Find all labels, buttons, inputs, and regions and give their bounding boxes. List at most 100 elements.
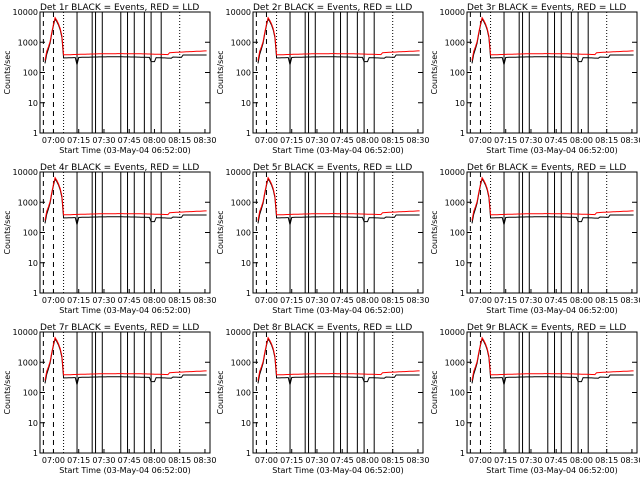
x-tick-label: 08:15 [595, 456, 618, 465]
x-tick-label: 08:30 [406, 136, 429, 145]
x-tick-label: 07:30 [519, 456, 542, 465]
chart-title: Det 5r BLACK = Events, RED = LLD [253, 163, 412, 173]
x-tick-label: 07:45 [118, 136, 141, 145]
x-tick-label: 08:15 [168, 456, 191, 465]
x-tick-label: 08:30 [406, 296, 429, 305]
x-tick-label: 07:30 [92, 136, 115, 145]
y-tick-label: 1 [460, 289, 465, 298]
x-tick-label: 08:00 [570, 296, 593, 305]
y-tick-label: 1000 [231, 198, 251, 207]
y-tick-label: 10000 [13, 328, 38, 337]
x-tick-label: 07:30 [92, 456, 115, 465]
x-tick-label: 08:00 [570, 456, 593, 465]
y-tick-label: 10000 [13, 168, 38, 177]
x-tick-label: 07:45 [545, 296, 568, 305]
y-axis-label: Counts/sec [430, 50, 439, 94]
chart-title: Det 4r BLACK = Events, RED = LLD [40, 163, 199, 173]
x-tick-label: 07:15 [280, 296, 303, 305]
chart-title: Det 6r BLACK = Events, RED = LLD [467, 163, 626, 173]
y-tick-label: 1 [460, 129, 465, 138]
series-line-red [471, 336, 634, 381]
x-tick-label: 07:15 [280, 456, 303, 465]
x-axis-label: Start Time (03-May-04 06:52:00) [272, 466, 403, 475]
y-tick-label: 10 [455, 259, 465, 268]
y-axis-label: Counts/sec [216, 210, 225, 254]
y-axis-label: Counts/sec [3, 370, 12, 414]
chart-title: Det 7r BLACK = Events, RED = LLD [40, 323, 199, 333]
plot-frame [466, 331, 638, 454]
series-line-black [257, 17, 420, 65]
x-tick-label: 07:45 [545, 136, 568, 145]
x-tick-label: 08:15 [381, 136, 404, 145]
x-tick-label: 08:00 [356, 136, 379, 145]
chart-panel-4: Det 4r BLACK = Events, RED = LLD 1 10 100 10… [3, 163, 216, 315]
x-tick-label: 07:15 [494, 136, 517, 145]
y-tick-label: 100 [236, 389, 251, 398]
y-tick-label: 100 [450, 229, 465, 238]
x-tick-label: 08:15 [381, 296, 404, 305]
chart-title: Det 2r BLACK = Events, RED = LLD [253, 3, 412, 13]
y-axis-label: Counts/sec [216, 50, 225, 94]
x-tick-label: 07:00 [42, 136, 65, 145]
series-line-black [471, 17, 634, 65]
y-tick-label: 10 [241, 99, 251, 108]
series-line-black [257, 337, 420, 385]
x-axis-label: Start Time (03-May-04 06:52:00) [486, 306, 617, 315]
chart-panel-1: Det 1r BLACK = Events, RED = LLD 1 10 100 10… [3, 3, 216, 155]
y-axis-label: Counts/sec [216, 370, 225, 414]
x-tick-label: 08:30 [620, 456, 640, 465]
y-tick-label: 10000 [226, 328, 251, 337]
y-tick-label: 10 [28, 99, 38, 108]
x-axis-label: Start Time (03-May-04 06:52:00) [486, 466, 617, 475]
y-tick-label: 1000 [18, 198, 38, 207]
plot-frame [252, 331, 424, 454]
chart-title: Det 3r BLACK = Events, RED = LLD [467, 3, 626, 13]
y-tick-label: 10000 [440, 328, 465, 337]
y-tick-label: 10 [241, 259, 251, 268]
y-tick-label: 1000 [445, 198, 465, 207]
y-tick-label: 1000 [231, 358, 251, 367]
x-tick-label: 07:00 [469, 136, 492, 145]
y-tick-label: 10000 [226, 168, 251, 177]
y-tick-label: 1 [246, 129, 251, 138]
chart-panel-3: Det 3r BLACK = Events, RED = LLD 1 10 100 10… [430, 3, 640, 155]
x-tick-label: 08:30 [406, 456, 429, 465]
y-tick-label: 100 [23, 389, 38, 398]
series-line-red [257, 336, 420, 381]
series-line-red [44, 16, 207, 61]
y-tick-label: 1000 [18, 38, 38, 47]
x-axis-label: Start Time (03-May-04 06:52:00) [59, 466, 190, 475]
x-tick-label: 08:15 [381, 456, 404, 465]
x-tick-label: 08:00 [356, 456, 379, 465]
series-line-black [471, 177, 634, 225]
x-tick-label: 08:15 [168, 136, 191, 145]
x-tick-label: 08:30 [193, 296, 216, 305]
y-tick-label: 1 [246, 449, 251, 458]
y-tick-label: 10000 [440, 8, 465, 17]
y-tick-label: 1 [33, 289, 38, 298]
y-tick-label: 1000 [445, 38, 465, 47]
x-axis-label: Start Time (03-May-04 06:52:00) [272, 306, 403, 315]
plot-frame [252, 11, 424, 134]
y-tick-label: 1 [33, 449, 38, 458]
x-tick-label: 07:30 [305, 136, 328, 145]
x-tick-label: 07:45 [331, 136, 354, 145]
y-tick-label: 1 [33, 129, 38, 138]
x-tick-label: 07:00 [469, 296, 492, 305]
x-tick-label: 07:15 [67, 296, 90, 305]
plot-frame [466, 11, 638, 134]
x-tick-label: 07:30 [305, 456, 328, 465]
x-tick-label: 07:45 [118, 296, 141, 305]
x-tick-label: 07:15 [280, 136, 303, 145]
series-line-black [44, 337, 207, 385]
x-tick-label: 08:00 [143, 296, 166, 305]
series-line-red [44, 176, 207, 221]
y-tick-label: 1 [460, 449, 465, 458]
series-line-black [257, 177, 420, 225]
plot-frame [39, 11, 211, 134]
x-axis-label: Start Time (03-May-04 06:52:00) [272, 146, 403, 155]
x-tick-label: 07:00 [255, 456, 278, 465]
plot-frame [252, 171, 424, 294]
